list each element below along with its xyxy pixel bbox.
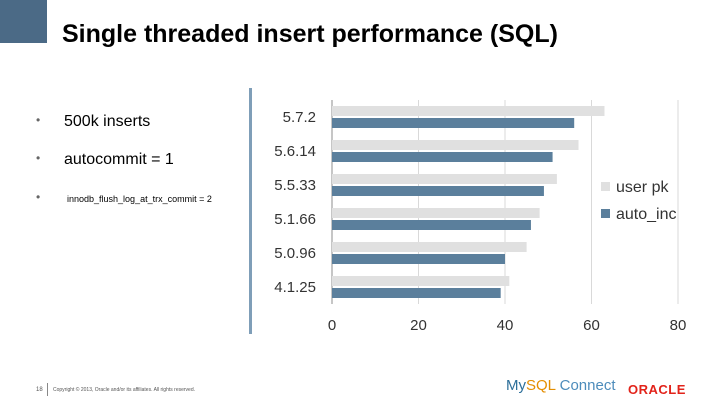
category-label: 5.1.66 bbox=[274, 211, 316, 228]
x-tick-label: 60 bbox=[583, 317, 600, 334]
bar-user-pk bbox=[332, 276, 510, 286]
x-tick-label: 80 bbox=[670, 317, 687, 334]
bar-auto-inc bbox=[332, 118, 575, 128]
category-label: 5.5.33 bbox=[274, 177, 316, 194]
bar-auto-inc bbox=[332, 288, 501, 298]
bar-user-pk bbox=[332, 106, 605, 116]
bullet-icon: • bbox=[36, 113, 41, 127]
bar-user-pk bbox=[332, 208, 540, 218]
bar-auto-inc bbox=[332, 186, 544, 196]
category-label: 5.6.14 bbox=[274, 143, 316, 160]
page-number: 18 bbox=[36, 387, 43, 393]
category-label: 4.1.25 bbox=[274, 279, 316, 296]
mysql-logo-sql: SQL bbox=[526, 377, 556, 394]
mysql-connect-logo: MySQL Connect bbox=[506, 377, 616, 394]
mysql-logo-connect: Connect bbox=[555, 377, 616, 394]
bullet-icon: • bbox=[36, 190, 41, 204]
bar-auto-inc bbox=[332, 254, 505, 264]
mysql-logo-my: My bbox=[506, 377, 526, 394]
legend-label: auto_inc bbox=[616, 206, 677, 223]
x-tick-label: 20 bbox=[410, 317, 427, 334]
bullet-text: autocommit = 1 bbox=[64, 151, 174, 168]
category-label: 5.0.96 bbox=[274, 245, 316, 262]
bar-user-pk bbox=[332, 174, 557, 184]
oracle-logo: ORACLE bbox=[628, 382, 686, 397]
bullet-text: 500k inserts bbox=[64, 113, 151, 130]
x-tick-label: 40 bbox=[497, 317, 514, 334]
legend-swatch bbox=[601, 182, 610, 191]
footer-divider bbox=[47, 383, 48, 396]
copyright-text: Copyright © 2013, Oracle and/or its affi… bbox=[53, 387, 195, 393]
bar-auto-inc bbox=[332, 220, 531, 230]
x-tick-label: 0 bbox=[328, 317, 336, 334]
bar-user-pk bbox=[332, 242, 527, 252]
bullet-icon: • bbox=[36, 151, 41, 165]
accent-block bbox=[0, 0, 47, 43]
vertical-divider bbox=[249, 88, 252, 334]
bar-chart: 5.7.2 5.6.14 5.5.33 5.1.66 5.0.96 4.1.25 0 20 40… bbox=[274, 100, 687, 334]
bar-user-pk bbox=[332, 140, 579, 150]
bar-auto-inc bbox=[332, 152, 553, 162]
legend-label: user pk bbox=[616, 179, 669, 196]
category-label: 5.7.2 bbox=[283, 109, 316, 126]
page-title: Single threaded insert performance (SQL) bbox=[62, 20, 558, 48]
bullet-text: innodb_flush_log_at_trx_commit = 2 bbox=[67, 194, 212, 204]
legend-swatch bbox=[601, 209, 610, 218]
